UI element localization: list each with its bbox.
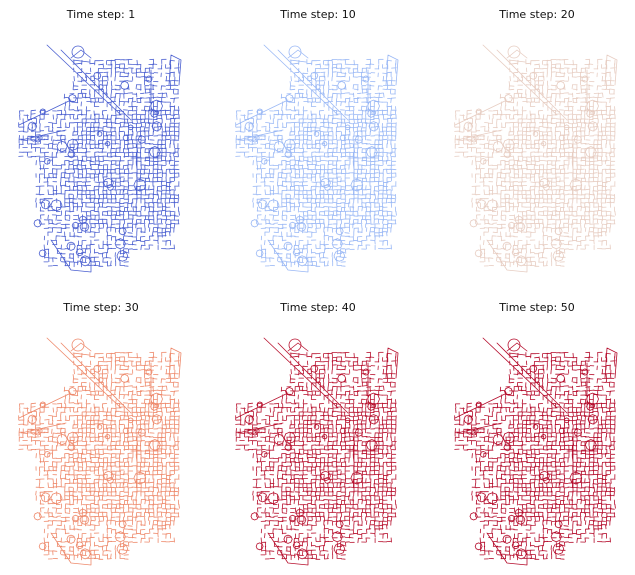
network-panel-3: Time step: 20 (447, 8, 627, 280)
network-panel-4: Time step: 30 (11, 301, 191, 573)
road-network-edges (18, 44, 182, 273)
network-panel-1: Time step: 1 (11, 8, 191, 280)
network-panel-5: Time step: 40 (228, 301, 408, 573)
road-network-map (454, 337, 618, 566)
road-network-map (18, 337, 182, 566)
panel-title: Time step: 20 (499, 8, 575, 21)
road-network-edges (235, 337, 399, 566)
road-network-map (235, 337, 399, 566)
panel-title: Time step: 50 (499, 301, 575, 314)
panel-title: Time step: 1 (66, 8, 136, 21)
road-network-map (18, 44, 182, 273)
panel-title: Time step: 40 (280, 301, 356, 314)
road-network-edges (235, 44, 399, 273)
road-network-edges (454, 337, 618, 566)
network-panel-6: Time step: 50 (447, 301, 627, 573)
road-network-edges (18, 337, 182, 566)
network-panel-2: Time step: 10 (228, 8, 408, 280)
panel-title: Time step: 10 (280, 8, 356, 21)
road-network-map (454, 44, 618, 273)
panel-title: Time step: 30 (63, 301, 139, 314)
road-network-edges (454, 44, 618, 273)
road-network-map (235, 44, 399, 273)
